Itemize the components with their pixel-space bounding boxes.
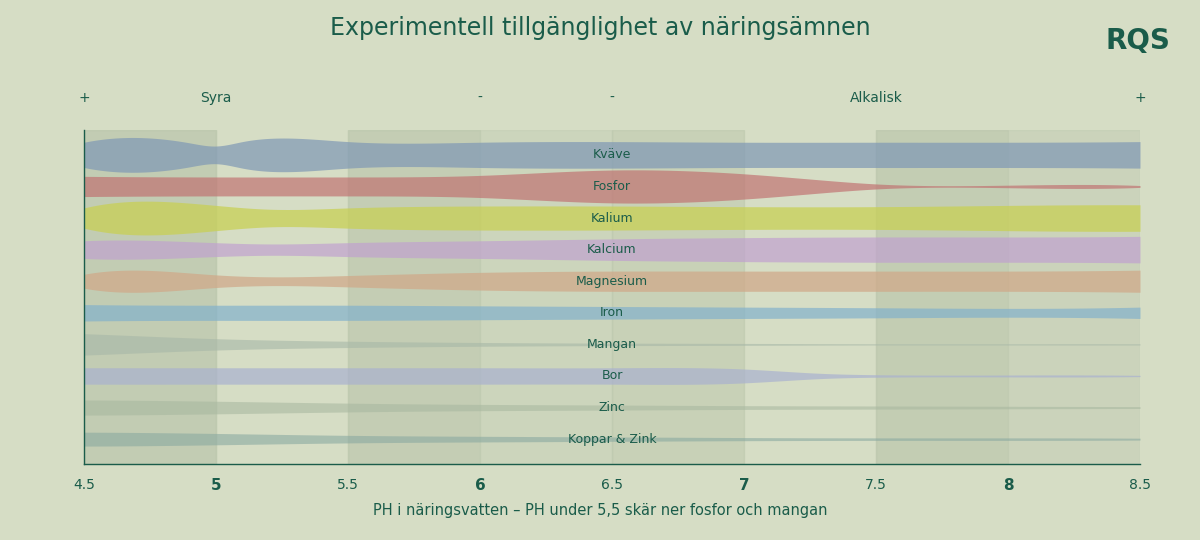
- Text: Mangan: Mangan: [587, 338, 637, 351]
- Bar: [612, 130, 744, 464]
- Text: Koppar & Zink: Koppar & Zink: [568, 433, 656, 446]
- Text: Iron: Iron: [600, 306, 624, 319]
- Text: Bor: Bor: [601, 369, 623, 382]
- Text: Zinc: Zinc: [599, 401, 625, 414]
- Text: Experimentell tillgänglighet av näringsämnen: Experimentell tillgänglighet av näringsä…: [330, 16, 870, 40]
- Bar: [876, 130, 1008, 464]
- Text: PH i näringsvatten – PH under 5,5 skär ner fosfor och mangan: PH i näringsvatten – PH under 5,5 skär n…: [373, 503, 827, 518]
- Text: Fosfor: Fosfor: [593, 180, 631, 193]
- Bar: [876, 130, 1140, 464]
- Text: Alkalisk: Alkalisk: [850, 91, 902, 105]
- Bar: [348, 130, 612, 464]
- Text: -: -: [478, 91, 482, 105]
- Bar: [84, 130, 216, 464]
- Text: Kväve: Kväve: [593, 148, 631, 161]
- Text: RQS: RQS: [1105, 27, 1170, 55]
- Bar: [84, 130, 216, 464]
- Text: Magnesium: Magnesium: [576, 275, 648, 288]
- Text: -: -: [610, 91, 614, 105]
- Text: +: +: [78, 91, 90, 105]
- Text: Kalium: Kalium: [590, 212, 634, 225]
- Text: Syra: Syra: [200, 91, 232, 105]
- Bar: [348, 130, 480, 464]
- Text: Kalcium: Kalcium: [587, 243, 637, 256]
- Text: +: +: [1134, 91, 1146, 105]
